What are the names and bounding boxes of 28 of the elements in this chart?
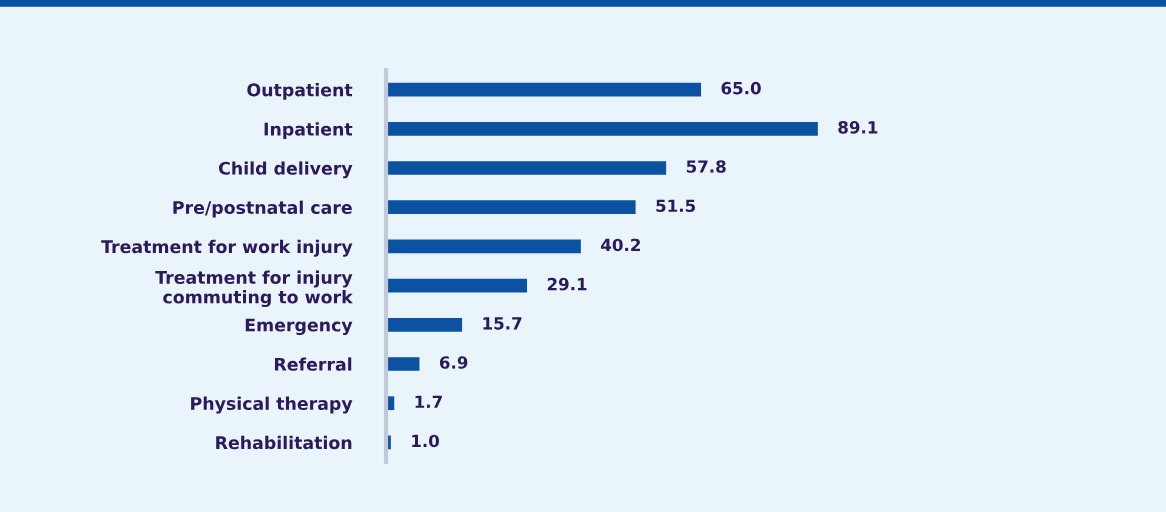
y-tick-label: Referral xyxy=(275,357,352,371)
bar xyxy=(386,357,420,371)
y-tick-label: Physical therapy xyxy=(191,396,353,414)
bar xyxy=(386,239,581,254)
data-label: 40.2 xyxy=(601,238,640,252)
bar xyxy=(386,82,702,97)
y-tick-label: Emergency xyxy=(245,318,353,336)
bar xyxy=(386,200,636,215)
bar xyxy=(386,278,528,293)
data-label: 51.5 xyxy=(656,199,696,213)
y-tick-label: Treatment for work injury xyxy=(101,239,353,257)
bar xyxy=(386,161,667,175)
data-label: 6.9 xyxy=(439,356,468,369)
y-tick-label: Outpatient xyxy=(247,83,353,100)
data-label: 1.7 xyxy=(415,395,442,408)
data-label: 1.0 xyxy=(412,434,440,448)
data-label: 57.8 xyxy=(686,160,726,173)
y-tick-label: Pre/postnatal care xyxy=(173,200,352,218)
data-label: 15.7 xyxy=(483,317,522,330)
data-label: 89.1 xyxy=(838,121,878,134)
y-tick-label: Treatment for injury commuting to work xyxy=(155,270,353,308)
data-label: 65.0 xyxy=(721,81,761,95)
bar xyxy=(386,121,818,136)
bar xyxy=(386,317,463,332)
y-tick-label: Child delivery xyxy=(218,161,353,179)
y-tick-label: Rehabilitation xyxy=(216,435,352,450)
data-label: 29.1 xyxy=(547,277,587,291)
y-tick-label: Inpatient xyxy=(264,122,353,140)
